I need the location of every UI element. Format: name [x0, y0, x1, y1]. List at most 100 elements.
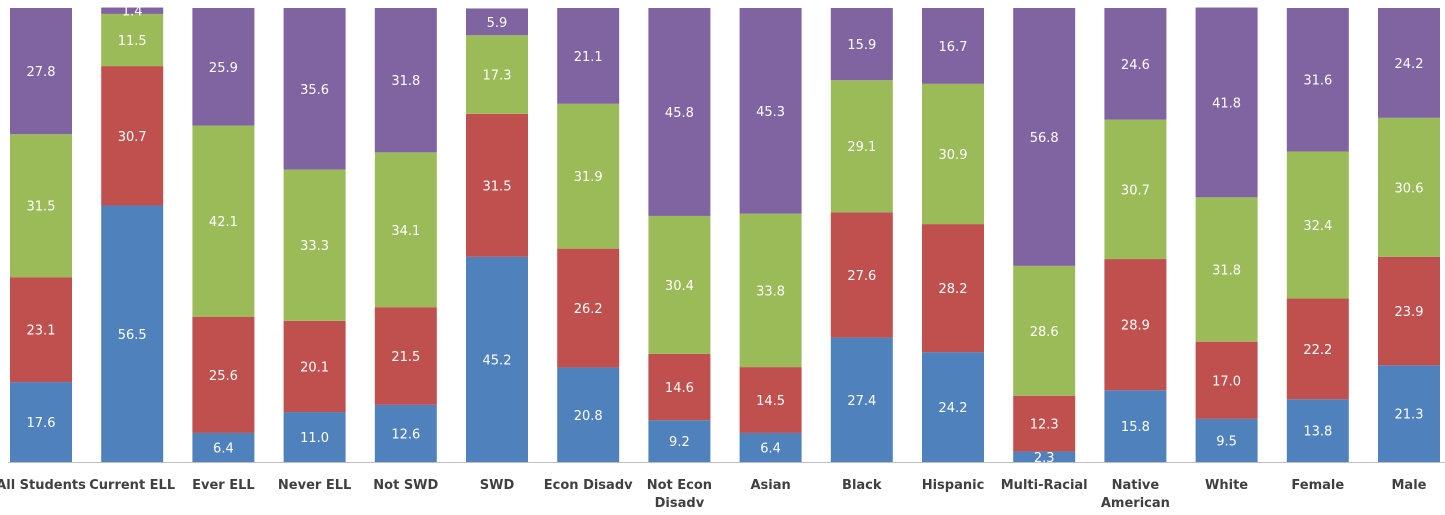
data-label: 25.9: [209, 61, 238, 76]
data-label: 31.5: [27, 200, 56, 215]
data-label: 34.1: [391, 224, 420, 239]
data-label: 31.9: [574, 170, 603, 185]
bar-segment: [830, 8, 893, 81]
bar-segment: [283, 8, 346, 170]
data-label: 26.2: [574, 302, 603, 317]
category-label: Ever ELL: [192, 478, 255, 493]
bar-segment: [739, 213, 802, 368]
data-label: 28.6: [1030, 325, 1059, 340]
bar-segment: [374, 307, 437, 405]
bar-segment: [1104, 259, 1167, 391]
data-label: 56.8: [1030, 131, 1059, 146]
bar-segment: [192, 125, 255, 317]
bar-segment: [466, 256, 528, 462]
bar-segment: [101, 13, 164, 67]
bar-segment: [466, 113, 528, 257]
data-label: 29.1: [847, 140, 876, 155]
data-label: 21.5: [391, 350, 420, 365]
category-label: All Students: [0, 478, 86, 493]
bar-segment: [374, 404, 437, 462]
data-label: 11.5: [118, 34, 147, 49]
data-label: 17.6: [27, 416, 56, 431]
bar-segment: [1286, 151, 1349, 299]
data-label: 30.7: [1121, 183, 1150, 198]
data-label: 25.6: [209, 369, 238, 384]
bar-segment: [1378, 256, 1440, 366]
data-label: 20.8: [574, 409, 603, 424]
bar-segment: [1286, 298, 1349, 400]
data-label: 27.8: [27, 65, 56, 80]
data-label: 22.2: [1303, 343, 1332, 358]
bar-segment: [1195, 418, 1258, 462]
category-labels: All Students Current ELL Ever ELL Never ELL…: [0, 478, 1427, 511]
data-label: 2.3: [1034, 451, 1055, 466]
data-label: 33.8: [756, 284, 785, 299]
bar-segment: [10, 134, 72, 278]
category-label: White: [1205, 478, 1248, 493]
data-label: 41.8: [1212, 96, 1241, 111]
category-label: Current ELL: [89, 478, 175, 493]
data-label: 56.5: [118, 328, 147, 343]
category-label: Native: [1112, 478, 1160, 493]
data-label: 45.3: [756, 105, 785, 120]
bar-segment: [1286, 8, 1349, 152]
bar-segment: [1104, 8, 1167, 120]
bar-segment: [466, 8, 528, 36]
bar-segment: [557, 103, 620, 249]
category-label: Never ELL: [278, 478, 351, 493]
data-label: 14.5: [756, 394, 785, 409]
category-label: Not SWD: [373, 478, 438, 493]
bar-segment: [922, 352, 984, 462]
bar-segment: [922, 8, 984, 84]
bar-segment: [739, 8, 802, 214]
bar-segment: [739, 367, 802, 433]
category-label: Not Econ: [647, 478, 712, 493]
category-label: Asian: [750, 478, 790, 493]
bar-segment: [557, 367, 620, 462]
bar-segment: [101, 66, 164, 206]
category-label: American: [1101, 496, 1170, 511]
data-label: 33.3: [300, 239, 329, 254]
bar-segment: [283, 320, 346, 413]
data-label: 31.6: [1303, 74, 1332, 89]
data-label: 23.1: [27, 324, 56, 339]
bar-segment: [192, 8, 255, 126]
bar-segment: [374, 8, 437, 153]
data-label: 15.9: [847, 38, 876, 53]
bar-segment: [374, 152, 437, 308]
bar-segment: [10, 8, 72, 135]
data-label: 30.9: [939, 148, 968, 163]
data-label: 17.0: [1212, 374, 1241, 389]
data-label: 13.8: [1303, 425, 1332, 440]
data-label: 27.6: [847, 269, 876, 284]
bar-segment: [922, 224, 984, 353]
data-label: 17.3: [483, 69, 512, 84]
bar-segment: [648, 420, 711, 462]
data-label: 24.6: [1121, 58, 1150, 73]
bar-segment: [1195, 7, 1258, 198]
bar-segment: [283, 412, 346, 462]
data-label: 31.8: [1212, 264, 1241, 279]
data-label: 27.4: [847, 394, 876, 409]
data-label: 21.3: [1395, 408, 1424, 423]
bar-segment: [739, 432, 802, 462]
bar-segment: [1286, 399, 1349, 462]
category-label: Male: [1392, 478, 1427, 493]
data-label: 6.4: [760, 441, 781, 456]
data-label: 24.2: [939, 401, 968, 416]
bar-segment: [283, 169, 346, 321]
bar-segment: [648, 353, 711, 421]
bar-segment: [1195, 197, 1258, 342]
bar-segment: [1378, 117, 1440, 257]
bar-segment: [1195, 341, 1258, 419]
bar-segment: [557, 248, 620, 368]
data-label: 31.5: [483, 179, 512, 194]
category-label: Hispanic: [922, 478, 985, 493]
bar-segment: [830, 212, 893, 338]
data-label: 15.8: [1121, 420, 1150, 435]
data-label: 42.1: [209, 215, 238, 230]
data-label: 16.7: [939, 40, 968, 55]
data-label: 5.9: [487, 16, 508, 31]
bar-segment: [922, 83, 984, 225]
